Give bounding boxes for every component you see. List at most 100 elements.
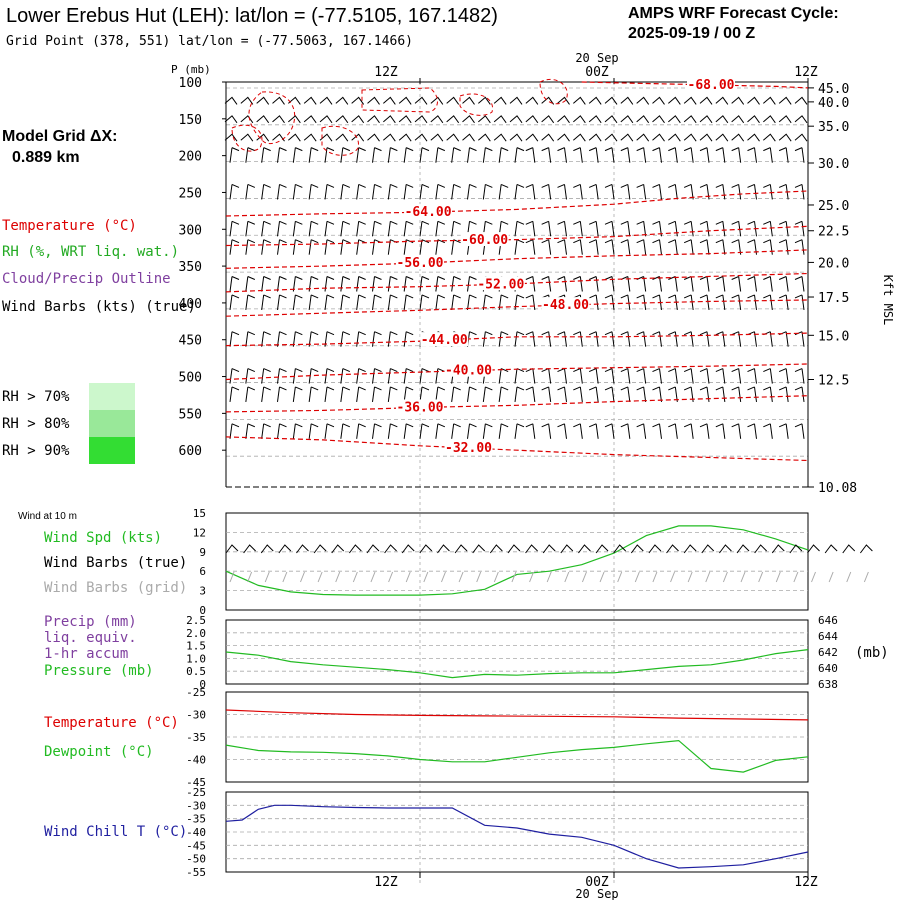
temperature-panel: -25 -30 -35 -40 -45 [186, 686, 809, 789]
wind-barb [778, 220, 789, 237]
wind-barb [668, 183, 678, 200]
wind-barb [763, 368, 773, 384]
wind-barb-flag [295, 147, 303, 152]
wind-barb-flag [374, 276, 382, 280]
pressure-right-tick: 646 [818, 614, 838, 627]
wind-barb [747, 276, 757, 292]
wind-barb-staff [557, 96, 570, 105]
wind-barb-staff [548, 239, 552, 255]
wind-barb [699, 115, 713, 124]
wind-barb [261, 423, 271, 439]
panel-ytick-label: 2.0 [186, 627, 206, 640]
wind-barb-staff [319, 96, 333, 105]
wind-barb-staff [754, 184, 757, 200]
legend-wind-barbs: Wind Barbs (kts) (true) [2, 299, 196, 315]
wind-barb-staff [383, 115, 396, 124]
wind-barb [636, 147, 647, 163]
wind-barb-staff [356, 276, 360, 292]
wind-barb [699, 133, 713, 142]
panel-ytick-label: -45 [186, 776, 206, 789]
wind-barb [778, 423, 789, 439]
wind-barb [435, 368, 446, 384]
wind-barb-staff [699, 96, 713, 105]
wind-barb-flag [747, 183, 755, 188]
wind-barb [340, 239, 351, 255]
wind-barb [419, 183, 430, 200]
wind-barb [541, 115, 555, 124]
wind-barb [277, 183, 287, 200]
wind-barb-staff [769, 147, 773, 163]
height-tick-label: 35.0 [818, 120, 849, 135]
wind-barb-flag [668, 294, 676, 299]
grid-wind-barb [458, 571, 464, 583]
wind-barb-staff [643, 423, 647, 439]
wind-barb-staff [482, 147, 486, 163]
wind-barb-staff [462, 133, 475, 142]
wind-barb [493, 96, 507, 105]
wind-barb-staff [514, 368, 518, 384]
wind-barb [525, 294, 536, 310]
wind-barb-staff [801, 386, 805, 403]
grid-wind-barb [581, 571, 587, 583]
wind-barb [224, 96, 238, 105]
wind-barb [715, 147, 726, 163]
wind-barb-flag [453, 276, 461, 280]
wind-barb-flag [500, 423, 509, 428]
wind-barb [747, 183, 757, 200]
wind-barb [731, 331, 742, 347]
temperature-label: Temperature (°C) [44, 715, 179, 731]
wind-barb-staff [754, 294, 757, 310]
wind-barb-staff [292, 239, 296, 255]
wind-barb-staff [224, 133, 238, 142]
panel-ytick-label: 9 [199, 546, 206, 559]
wind-barb-flag [469, 423, 477, 428]
wind-barb [763, 386, 773, 403]
wind-barb-staff [372, 147, 375, 163]
wind-barb [387, 183, 398, 200]
wind-barb [763, 294, 773, 310]
wind-barb-flag [342, 294, 351, 299]
wind-barb [356, 368, 366, 384]
wind-barb-staff [303, 96, 317, 105]
contour-label-bg [444, 439, 493, 454]
wind-barb-staff [387, 368, 391, 384]
wind-barb [731, 368, 742, 384]
wind-barb-flag [557, 220, 565, 225]
wind-barb [340, 423, 351, 439]
wind-barb [403, 423, 414, 439]
wind-barb [683, 239, 694, 255]
wind-barb-staff [324, 147, 328, 163]
wind-barb-staff [446, 115, 460, 124]
wind-barb [403, 386, 414, 403]
wind-barb-staff [367, 133, 380, 142]
wind-barb [451, 294, 461, 310]
wind-barb-flag [636, 183, 644, 188]
wind-barb [403, 239, 414, 255]
wind-barb [324, 147, 335, 163]
grid-wind-barb [300, 571, 305, 583]
wind-barb-staff [738, 184, 742, 200]
wind-barb [308, 423, 319, 439]
wind-barb [292, 220, 303, 237]
temperature-contour-label: -64.00 [405, 205, 452, 220]
pressure-tick-label: 100 [179, 76, 202, 91]
pressure-tick-label: 250 [179, 186, 202, 201]
wind-barb-staff [261, 184, 265, 200]
wind-barb-staff [627, 331, 631, 347]
wind-barb-staff [319, 115, 333, 124]
wind-barb-flag [525, 331, 534, 336]
wind-barb-flag [405, 220, 414, 225]
wind-barb [699, 294, 710, 310]
wind-barb [699, 96, 713, 105]
wind-barb-staff [324, 184, 328, 200]
wind-barb-staff [532, 386, 536, 403]
wind-barb-flag [421, 183, 430, 188]
wind-barb-flag [374, 331, 382, 336]
wind-barb-staff [308, 221, 312, 237]
wind-barb-flag [778, 368, 787, 373]
wind-barb [715, 133, 729, 142]
wind-barb [398, 96, 412, 105]
wind-barb-staff [229, 331, 233, 347]
wind-barb-staff [482, 184, 486, 200]
